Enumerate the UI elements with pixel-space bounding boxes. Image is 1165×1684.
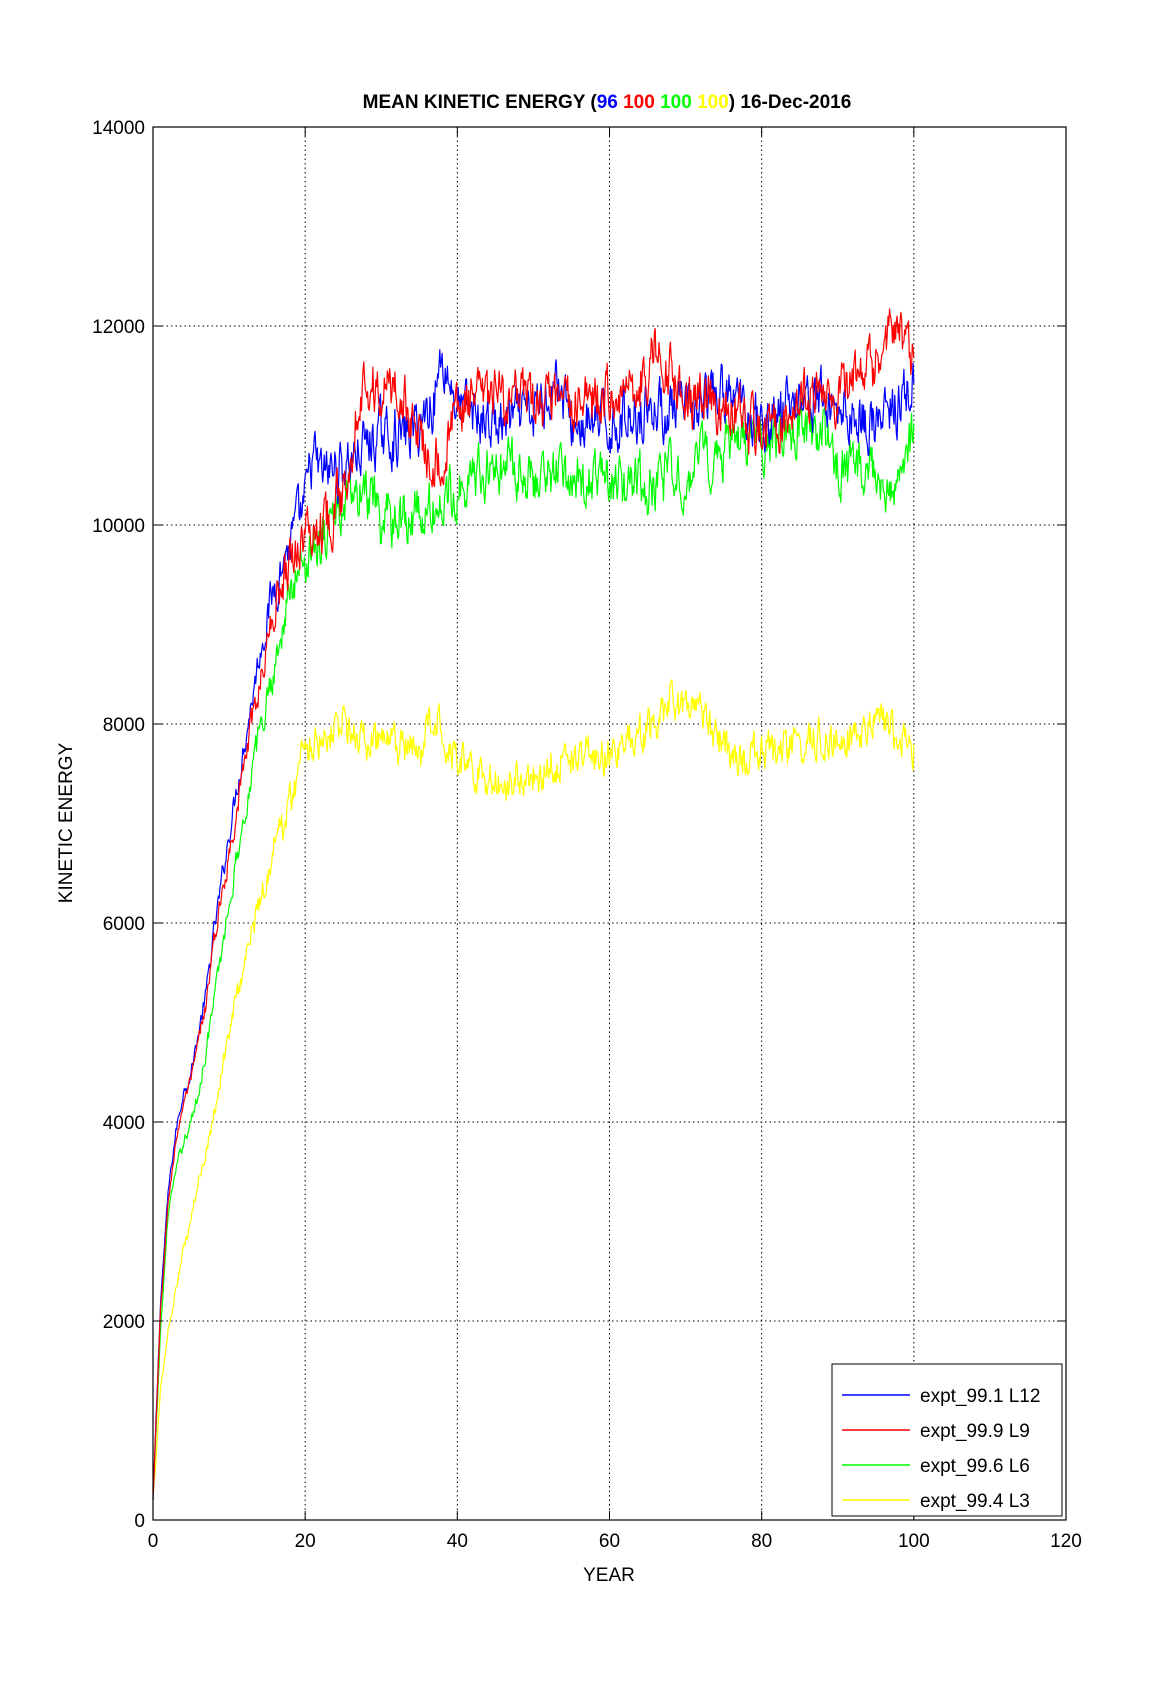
- x-tick-label: 100: [898, 1531, 930, 1552]
- chart-title: MEAN KINETIC ENERGY (96 100 100 100) 16-…: [363, 92, 852, 113]
- x-tick-label: 60: [599, 1531, 620, 1552]
- title-prefix: MEAN KINETIC ENERGY (: [363, 92, 598, 113]
- x-tick-label: 40: [447, 1531, 468, 1552]
- legend-label-3: expt_99.4 L3: [920, 1491, 1030, 1512]
- legend-label-2: expt_99.6 L6: [920, 1456, 1030, 1477]
- y-tick-label: 10000: [92, 516, 145, 537]
- x-axis-label: YEAR: [583, 1565, 635, 1586]
- y-tick-label: 4000: [103, 1113, 145, 1134]
- title-count-0: 96: [597, 92, 618, 113]
- title-count-3: 100: [697, 92, 729, 113]
- y-tick-label: 2000: [103, 1312, 145, 1333]
- y-tick-label: 0: [134, 1511, 145, 1532]
- x-tick-label: 120: [1050, 1531, 1082, 1552]
- y-tick-label: 14000: [92, 118, 145, 139]
- x-tick-label: 20: [295, 1531, 316, 1552]
- x-tick-label: 0: [148, 1531, 159, 1552]
- legend-label-0: expt_99.1 L12: [920, 1386, 1040, 1407]
- legend: expt_99.1 L12 expt_99.9 L9 expt_99.6 L6 exp…: [832, 1364, 1062, 1516]
- legend-label-1: expt_99.9 L9: [920, 1421, 1030, 1442]
- y-axis-label: KINETIC ENERGY: [56, 742, 77, 903]
- title-count-2: 100: [660, 92, 692, 113]
- y-tick-label: 8000: [103, 715, 145, 736]
- x-tick-label: 80: [751, 1531, 772, 1552]
- title-suffix: ) 16-Dec-2016: [729, 92, 852, 113]
- y-tick-label: 12000: [92, 317, 145, 338]
- y-tick-label: 6000: [103, 914, 145, 935]
- title-count-1: 100: [623, 92, 655, 113]
